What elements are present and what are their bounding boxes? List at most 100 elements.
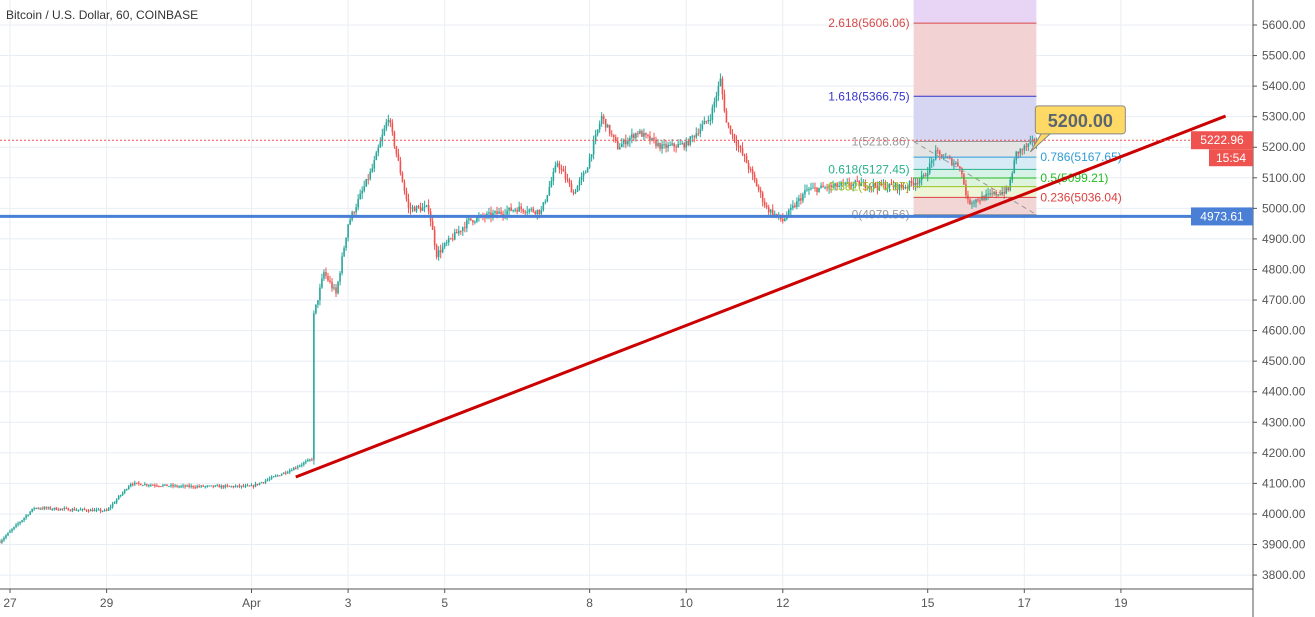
candle-body xyxy=(421,207,424,211)
candle-body xyxy=(739,146,742,149)
candle-body xyxy=(57,509,60,511)
candle-body xyxy=(83,508,86,510)
candle-body xyxy=(1003,191,1005,194)
candle-body xyxy=(457,230,460,234)
candle-body xyxy=(846,182,848,184)
candle-body xyxy=(33,508,35,510)
time-tick-label: 27 xyxy=(3,596,17,610)
candle-body xyxy=(691,136,694,138)
candle-body xyxy=(226,485,229,487)
fib-level-label: 1.618(5366.75) xyxy=(828,89,909,103)
price-tick-label: 4300.00 xyxy=(1262,415,1306,429)
price-tick-label: 5100.00 xyxy=(1262,171,1306,185)
price-tick-label: 3900.00 xyxy=(1262,538,1306,552)
candle-body xyxy=(991,193,993,195)
candle-body xyxy=(570,183,573,193)
candle-body xyxy=(71,508,74,511)
candle-body xyxy=(743,154,746,157)
candle-body xyxy=(969,199,971,204)
candle-body xyxy=(747,163,750,169)
candle-body xyxy=(409,207,412,209)
candle-body xyxy=(633,134,635,139)
candle-body xyxy=(218,485,221,488)
candle-body xyxy=(321,278,323,288)
candle-body xyxy=(959,166,961,169)
candle-body xyxy=(176,485,178,487)
candle-body xyxy=(447,238,450,243)
candle-body xyxy=(460,230,462,232)
candle-body xyxy=(955,162,957,164)
price-tick-label: 3800.00 xyxy=(1262,568,1306,582)
candle-body xyxy=(842,183,844,185)
candle-body xyxy=(472,220,474,223)
candle-body xyxy=(657,143,659,147)
candle-body xyxy=(844,182,846,184)
candle-body xyxy=(474,221,476,223)
candle-body xyxy=(621,143,623,148)
candle-body xyxy=(146,484,148,486)
candle-body xyxy=(470,218,472,221)
candle-body xyxy=(651,137,653,141)
candle-body xyxy=(506,210,508,215)
candle-body xyxy=(631,134,633,138)
candle-body xyxy=(647,134,649,136)
candle-body xyxy=(361,190,363,194)
candle-body xyxy=(930,160,933,164)
candle-body xyxy=(729,125,732,134)
candle-body xyxy=(172,484,174,487)
candle-body xyxy=(190,485,192,487)
candle-body xyxy=(371,168,374,172)
candle-body xyxy=(335,287,337,294)
fib-zone xyxy=(913,23,1037,97)
candle-body xyxy=(290,470,293,472)
candle-body xyxy=(212,485,215,487)
candle-body xyxy=(403,182,406,191)
price-tick-label: 4800.00 xyxy=(1262,262,1306,276)
candle-body xyxy=(248,485,251,487)
candle-body xyxy=(188,485,190,487)
fib-level-label: 2.618(5606.06) xyxy=(828,16,909,30)
candle-body xyxy=(236,485,239,487)
price-tick-label: 4200.00 xyxy=(1262,446,1306,460)
candle-body xyxy=(214,485,217,487)
candle-body xyxy=(892,185,895,188)
candle-body xyxy=(828,185,830,189)
candle-body xyxy=(663,144,665,146)
fib-zone xyxy=(913,169,1037,179)
candle-body xyxy=(524,211,526,213)
candle-body xyxy=(331,281,333,289)
candle-body xyxy=(439,250,442,253)
fib-zone xyxy=(913,96,1037,142)
candle-body xyxy=(689,136,692,146)
candle-body xyxy=(401,172,404,183)
candle-body xyxy=(1017,151,1020,154)
candle-body xyxy=(518,206,520,212)
candle-body xyxy=(554,165,557,172)
candle-body xyxy=(824,187,826,189)
candle-body xyxy=(723,94,726,111)
price-axis xyxy=(1253,0,1315,617)
candle-body xyxy=(576,185,579,192)
price-tick-label: 4000.00 xyxy=(1262,507,1306,521)
candle-body xyxy=(367,179,370,181)
candle-body xyxy=(635,133,637,139)
candle-body xyxy=(1025,145,1028,147)
time-tick-label: 3 xyxy=(345,596,352,610)
candle-body xyxy=(864,181,867,188)
candle-body xyxy=(13,526,15,530)
candle-body xyxy=(357,199,359,208)
candle-body xyxy=(582,173,585,177)
candle-body xyxy=(516,209,518,212)
candle-body xyxy=(538,209,541,214)
candle-body xyxy=(1015,151,1018,161)
last-price-label: 5222.96 xyxy=(1200,133,1244,147)
candle-body xyxy=(417,206,420,208)
candle-body xyxy=(945,157,947,159)
candle-body xyxy=(256,483,259,485)
candle-body xyxy=(246,485,249,487)
callout-label: 5200.00 xyxy=(1048,111,1113,131)
candle-body xyxy=(562,169,565,172)
candle-body xyxy=(600,116,603,124)
candle-body xyxy=(97,509,100,511)
